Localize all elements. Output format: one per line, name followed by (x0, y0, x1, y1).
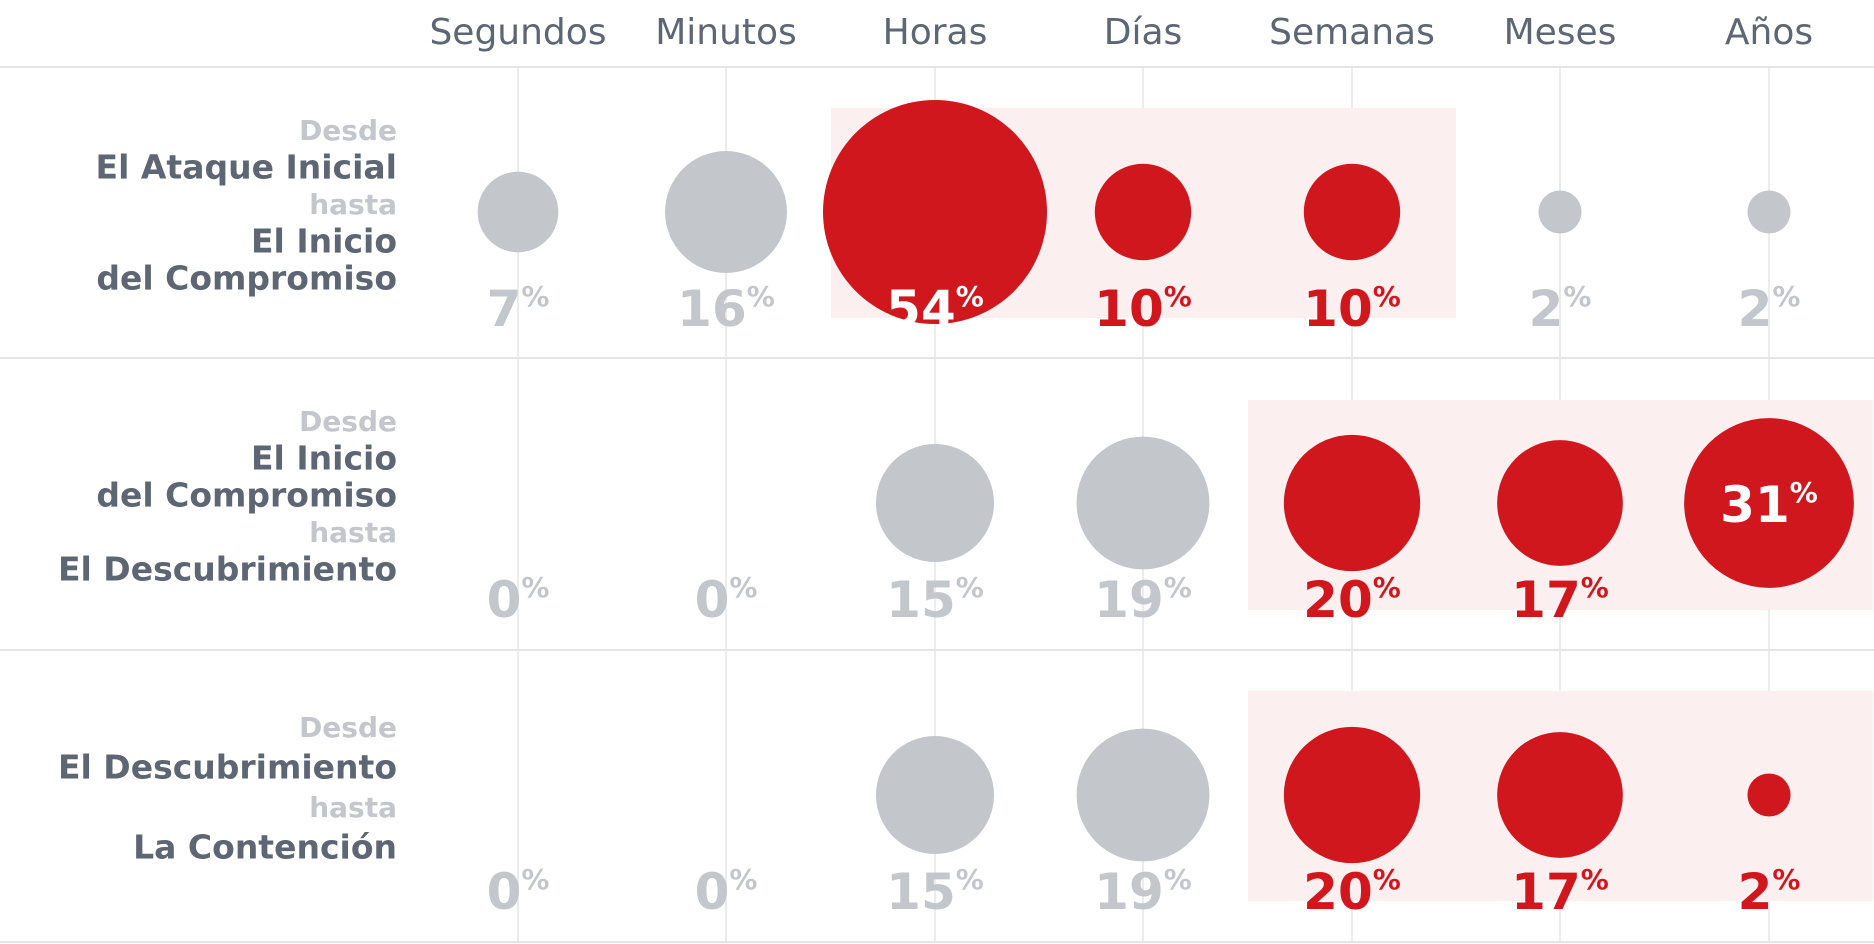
row-3-label-line-2: El Descubrimiento (58, 748, 397, 787)
value-label-row-2-segundos: 0% (487, 571, 550, 629)
row-3-label-line-1: Desde (299, 711, 397, 744)
value-label-row-2-dias: 19% (1094, 571, 1192, 629)
value-label-row-1-meses: 2% (1529, 280, 1592, 338)
value-label-row-2-minutos: 0% (695, 571, 758, 629)
bubble-row-1-minutos (665, 151, 787, 273)
row-3-label-line-3: hasta (309, 791, 397, 824)
bubble-row-1-semanas (1303, 163, 1401, 261)
value-label-row-1-horas: 54% (886, 280, 984, 338)
bubble-row-3-semanas (1283, 726, 1421, 864)
bubble-row-2-semanas (1283, 434, 1421, 572)
row-1-label-line-1: Desde (299, 114, 397, 147)
bubble-row-1-meses (1538, 190, 1582, 234)
bubble-row-2-horas (875, 443, 995, 563)
value-label-row-2-semanas: 20% (1303, 571, 1401, 629)
bubble-row-2-dias (1076, 436, 1210, 570)
row-2-label-line-5: El Descubrimiento (58, 550, 397, 589)
bubble-row-1-anos (1747, 190, 1791, 234)
column-header-dias: Días (1104, 12, 1183, 53)
value-label-row-3-anos: 2% (1738, 863, 1801, 921)
bubble-row-1-segundos (477, 171, 559, 253)
column-header-segundos: Segundos (429, 12, 606, 53)
value-label-row-3-meses: 17% (1511, 863, 1609, 921)
value-label-row-3-minutos: 0% (695, 863, 758, 921)
column-header-horas: Horas (883, 12, 988, 53)
bubble-row-2-anos (1684, 418, 1854, 588)
value-label-row-3-dias: 19% (1094, 863, 1192, 921)
bubbles (477, 100, 1854, 864)
value-labels: 7% 16% 54% 10% 10% 2% 2% 0% 0% 15% 19% 20% 17% 31% 0% 0… (487, 280, 1818, 921)
bubble-row-3-horas (875, 735, 995, 855)
row-2-label-line-3: del Compromiso (96, 476, 397, 515)
row-2-label-line-4: hasta (309, 516, 397, 549)
value-label-row-1-anos: 2% (1738, 280, 1801, 338)
value-label-row-1-segundos: 7% (487, 280, 550, 338)
row-1-label-line-2: El Ataque Inicial (96, 148, 397, 187)
row-1-label-line-4: El Inicio (251, 222, 397, 261)
value-label-row-2-meses: 17% (1511, 571, 1609, 629)
column-header-anos: Años (1725, 12, 1813, 53)
value-label-row-1-dias: 10% (1094, 280, 1192, 338)
value-label-row-1-minutos: 16% (677, 280, 775, 338)
row-1-label-line-3: hasta (309, 188, 397, 221)
value-label-row-3-horas: 15% (886, 863, 984, 921)
row-2-label-line-2: El Inicio (251, 439, 397, 478)
row-2-label-line-1: Desde (299, 405, 397, 438)
bubble-row-2-meses (1497, 440, 1623, 566)
column-header-semanas: Semanas (1269, 12, 1435, 53)
value-label-row-1-semanas: 10% (1303, 280, 1401, 338)
column-header-minutos: Minutos (655, 12, 797, 53)
value-label-row-2-horas: 15% (886, 571, 984, 629)
value-label-row-3-semanas: 20% (1303, 863, 1401, 921)
column-headers: Segundos Minutos Horas Días Semanas Meses Años (429, 12, 1813, 53)
row-3-label-line-4: La Contención (133, 828, 397, 867)
column-header-meses: Meses (1504, 12, 1617, 53)
row-1-label-line-5: del Compromiso (96, 259, 397, 298)
bubble-row-3-anos (1747, 773, 1791, 817)
bubble-row-3-dias (1076, 728, 1210, 862)
bubble-row-3-meses (1497, 732, 1623, 858)
value-label-row-2-anos: 31% (1720, 476, 1818, 534)
value-label-row-3-segundos: 0% (487, 863, 550, 921)
bubble-row-1-dias (1094, 163, 1192, 261)
bubble-row-1-horas (823, 100, 1047, 324)
